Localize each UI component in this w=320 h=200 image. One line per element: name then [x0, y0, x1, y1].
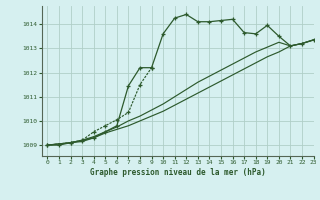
- X-axis label: Graphe pression niveau de la mer (hPa): Graphe pression niveau de la mer (hPa): [90, 168, 266, 177]
